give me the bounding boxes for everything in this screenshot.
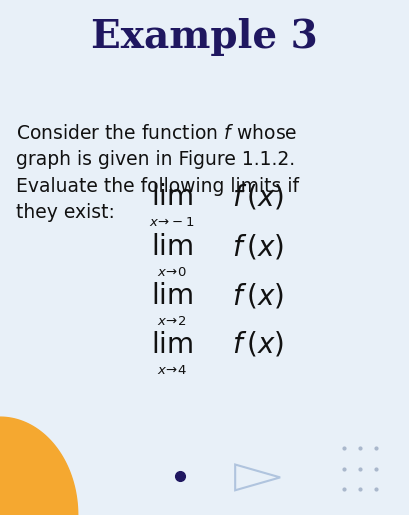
Text: $f\,(x)$: $f\,(x)$ [232, 330, 283, 359]
Text: $\lim$: $\lim$ [151, 282, 193, 310]
Text: Example 3: Example 3 [91, 18, 318, 56]
Text: $x\!\to\!2$: $x\!\to\!2$ [157, 315, 187, 328]
Text: $\lim$: $\lim$ [151, 183, 193, 211]
Text: $x\!\to\!4$: $x\!\to\!4$ [157, 364, 187, 377]
Text: $x\!\to\!0$: $x\!\to\!0$ [157, 266, 187, 279]
Polygon shape [0, 417, 78, 515]
Text: Consider the function $f$ whose
graph is given in Figure 1.1.2.
Evaluate the fol: Consider the function $f$ whose graph is… [16, 124, 299, 222]
Text: $f\,(x)$: $f\,(x)$ [232, 182, 283, 211]
Text: $f\,(x)$: $f\,(x)$ [232, 232, 283, 261]
Text: $\lim$: $\lim$ [151, 233, 193, 261]
Text: $x\!\to\!-1$: $x\!\to\!-1$ [149, 216, 195, 229]
Text: $\lim$: $\lim$ [151, 331, 193, 359]
Text: $f\,(x)$: $f\,(x)$ [232, 281, 283, 310]
